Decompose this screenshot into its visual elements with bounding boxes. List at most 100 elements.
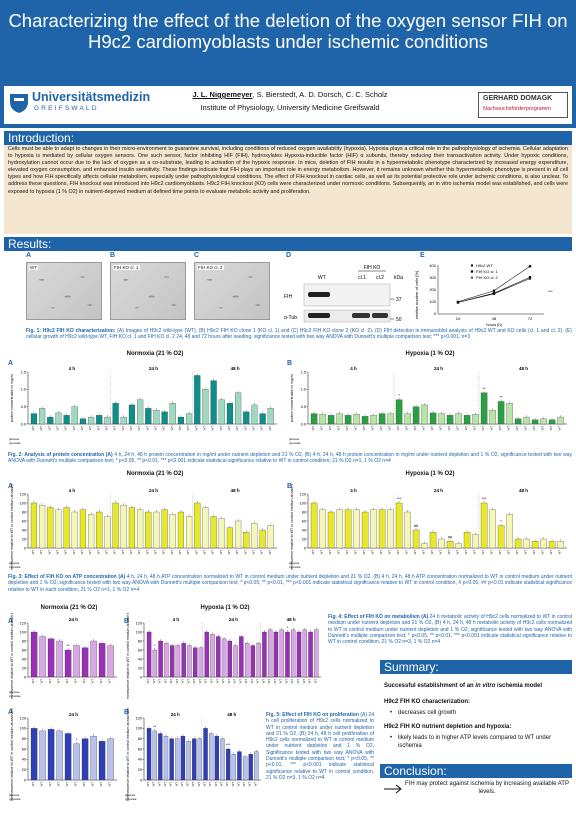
fig4a-row-pyruvate: pyruvate (9, 694, 21, 698)
fig2b-xlabel-3: WT (337, 426, 341, 431)
fig5b-xlabel-8: WT (191, 782, 195, 787)
fig4b-ytick-4: 40 (138, 657, 142, 661)
fig2a-xlabel-25: WT (235, 426, 239, 431)
growth-point-0-1 (492, 289, 496, 293)
fig2b-xlabel-21: WT (490, 426, 494, 431)
fig2b-xlabel-27: WT (541, 426, 545, 431)
fig2b-bar-19 (472, 414, 479, 425)
fig4b-xlabel-17: WT (244, 679, 248, 684)
fig3-left-title: Normoxia (21 % O2) (126, 471, 184, 477)
fig2a-ytick-1: 1.0 (21, 388, 26, 392)
fig5b-xlabel-17: WT (242, 782, 246, 787)
growth-ytick-100: 100 (429, 299, 436, 304)
fig3a-xlabel-2: WT (47, 550, 51, 555)
university-logo: Universitätsmedizin GREIFSWALD (8, 88, 150, 120)
fig3a-xlabel-22: WT (211, 550, 215, 555)
fig5b-ytick-1: 100 (136, 727, 142, 731)
fig5b-sig-0: ** (153, 724, 157, 729)
fig4-caption: Fig. 4: Effect of FIH KO on metabolism (… (328, 614, 572, 645)
fig4-caption-text: 24 h metabolic activity of H9c2 cells no… (328, 614, 572, 646)
fig2a-bar-25 (235, 392, 242, 425)
fig5a-ylabel: luminescence relative to WT in control m… (10, 708, 14, 801)
micrograph-ko-cl1-label: FIH KO cl. 1 (113, 265, 140, 270)
fig2a-ytick-2: 0.5 (21, 405, 26, 409)
fig2a-xlabel-18: WT (178, 426, 182, 431)
fig2b-xlabel-26: WT (532, 426, 536, 431)
fig2b-xlabel-0: WT (311, 426, 315, 431)
fig2b-sig-1: ** (482, 386, 486, 391)
fig3b-bar-27 (540, 538, 547, 549)
fig4b-xlabel-29: WT (313, 679, 317, 684)
fig3b-xlabel-6: WT (362, 550, 366, 555)
fig2b-bar-11 (404, 413, 411, 425)
fig5b-ytick-2: 80 (138, 737, 142, 741)
fig2a-bar-4 (63, 415, 70, 425)
fig4b-bar-13 (221, 638, 227, 678)
fig4a-chart: luminescence relative to WT in control m… (9, 613, 117, 699)
fig4a-ytick-0: 120 (20, 621, 26, 625)
fig3a-bar-11 (120, 505, 127, 549)
fig5a-chart: luminescence relative to WT in control m… (9, 708, 117, 801)
affiliation: Institute of Physiology, University Medi… (200, 103, 380, 112)
fig5a-ytick-5: 20 (22, 768, 26, 772)
blot-kda-label: kDa (394, 275, 403, 281)
fig3b-bar-22 (497, 525, 505, 549)
fig3b-bar-23 (506, 514, 513, 549)
fig5b-bar-3 (163, 735, 169, 781)
fig4b-xlabel-27: WT (302, 679, 306, 684)
fig2-right-title: Hypoxia (1 % O2) (405, 351, 455, 357)
growth-legend-wt: H9c2 WT (476, 263, 493, 268)
fig2b-xlabel-15: WT (439, 426, 443, 431)
growth-xtick-72: 72 (528, 316, 533, 321)
fig3a-ytick-0: 120 (20, 492, 26, 496)
fig2a-xlabel-28: WT (260, 426, 264, 431)
fig2b-bar-16 (446, 415, 454, 425)
fig4a-sig-0: ** (66, 643, 70, 648)
presenting-author: J. L. Niggemeyer (192, 90, 253, 99)
fig2a-xlabel-9: WT (104, 426, 108, 431)
fig2b-row-glucose: glucose (289, 437, 300, 441)
fig4b-xlabel-5: WT (175, 679, 179, 684)
fig2-caption: Fig. 2: Analysis of protein concentratio… (8, 452, 572, 465)
fig4b-bar-14 (227, 640, 233, 678)
fig3a-xlabel-19: WT (186, 550, 190, 555)
fig5a-ytick-3: 60 (22, 747, 26, 751)
fig3b-bar-8 (378, 509, 386, 549)
fig3a-bar-2 (47, 507, 54, 549)
fig2a-xlabel-6: WT (80, 426, 84, 431)
fig4-caption-title: Fig. 4: Effect of FIH KO on metabolism (… (328, 614, 429, 620)
fig2b-timepoint-2: 48 h (519, 366, 528, 371)
fig4b-xlabel-19: WT (256, 679, 260, 684)
blot-kda-37: 37 (396, 297, 402, 303)
fig4a-ytick-5: 20 (22, 666, 26, 670)
micrograph-wt: WT (26, 262, 102, 320)
fig2b-bar-28 (548, 419, 556, 425)
fig4a-ytick-2: 80 (22, 639, 26, 643)
fig4b-ytick-0: 120 (136, 621, 142, 625)
fig3b-timepoint-2: 48 h (519, 488, 528, 493)
fig5b-bar-5 (175, 738, 180, 781)
fig5-caption-text: (A) 24 h cell proliferation of H9c2 cell… (266, 712, 374, 781)
fig2b-bar-7 (370, 415, 377, 425)
fig3b-xlabel-24: WT (515, 550, 519, 555)
fig5b-xlabel-15: WT (231, 782, 235, 787)
fig3-caption: Fig. 3: Effect of FIH KO on ATP concentr… (8, 574, 572, 593)
fig3a-bar-10 (112, 502, 119, 549)
fig2b-bar-0 (310, 413, 318, 425)
fig2b-bar-8 (378, 413, 386, 425)
fig3a-xlabel-14: WT (145, 550, 149, 555)
fig2b-bar-14 (429, 412, 437, 425)
fig4b-bar-2 (158, 640, 163, 678)
conclusion-text: FIH may protect against ischemia by incr… (405, 781, 569, 795)
fig3b-bar-3 (336, 509, 343, 549)
fig2a-xlabel-29: WT (268, 426, 272, 431)
fig5b-xlabel-0: WT (146, 782, 150, 787)
fig4b-bar-4 (169, 645, 175, 678)
fig2a-bar-22 (210, 380, 217, 425)
fig4a-xlabel-8: WT (99, 679, 103, 684)
fig2b-timepoint-1: 24 h (434, 366, 443, 371)
fig5a-bar-0 (30, 728, 38, 781)
growth-significance: *** (548, 289, 553, 294)
fig4b-xlabel-24: WT (284, 679, 288, 684)
fig2b-bar-17 (455, 413, 462, 425)
